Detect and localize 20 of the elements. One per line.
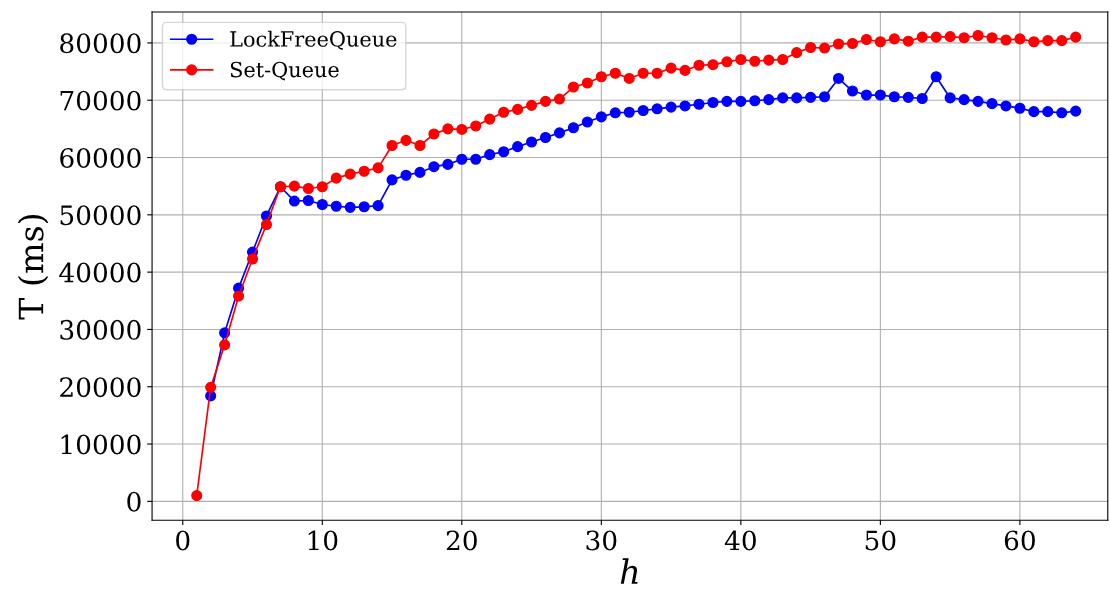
legend-label: Set-Queue	[230, 61, 339, 81]
x-tick-label: 20	[446, 530, 477, 551]
x-tick-label: 50	[865, 530, 896, 551]
y-axis-title: T (ms)	[17, 214, 49, 320]
x-axis-title: h	[620, 558, 638, 584]
y-tick-label: 10000	[61, 434, 141, 455]
x-tick-label: 0	[176, 530, 190, 551]
y-tick-label: 30000	[60, 319, 141, 340]
y-tick-label: 40000	[59, 262, 141, 283]
legend-label: LockFreeQueue	[230, 30, 397, 50]
y-tick-label: 20000	[60, 377, 141, 398]
x-tick-label: 10	[308, 530, 338, 551]
x-tick-label: 60	[1004, 530, 1035, 551]
y-tick-label: 0	[127, 491, 141, 512]
y-tick-label: 50000	[60, 205, 141, 226]
x-tick-label: 40	[724, 530, 756, 551]
y-tick-label: 80000	[60, 33, 141, 54]
y-tick-label: 60000	[60, 147, 141, 168]
y-tick-label: 70000	[60, 90, 141, 111]
x-tick-label: 30	[586, 530, 617, 551]
